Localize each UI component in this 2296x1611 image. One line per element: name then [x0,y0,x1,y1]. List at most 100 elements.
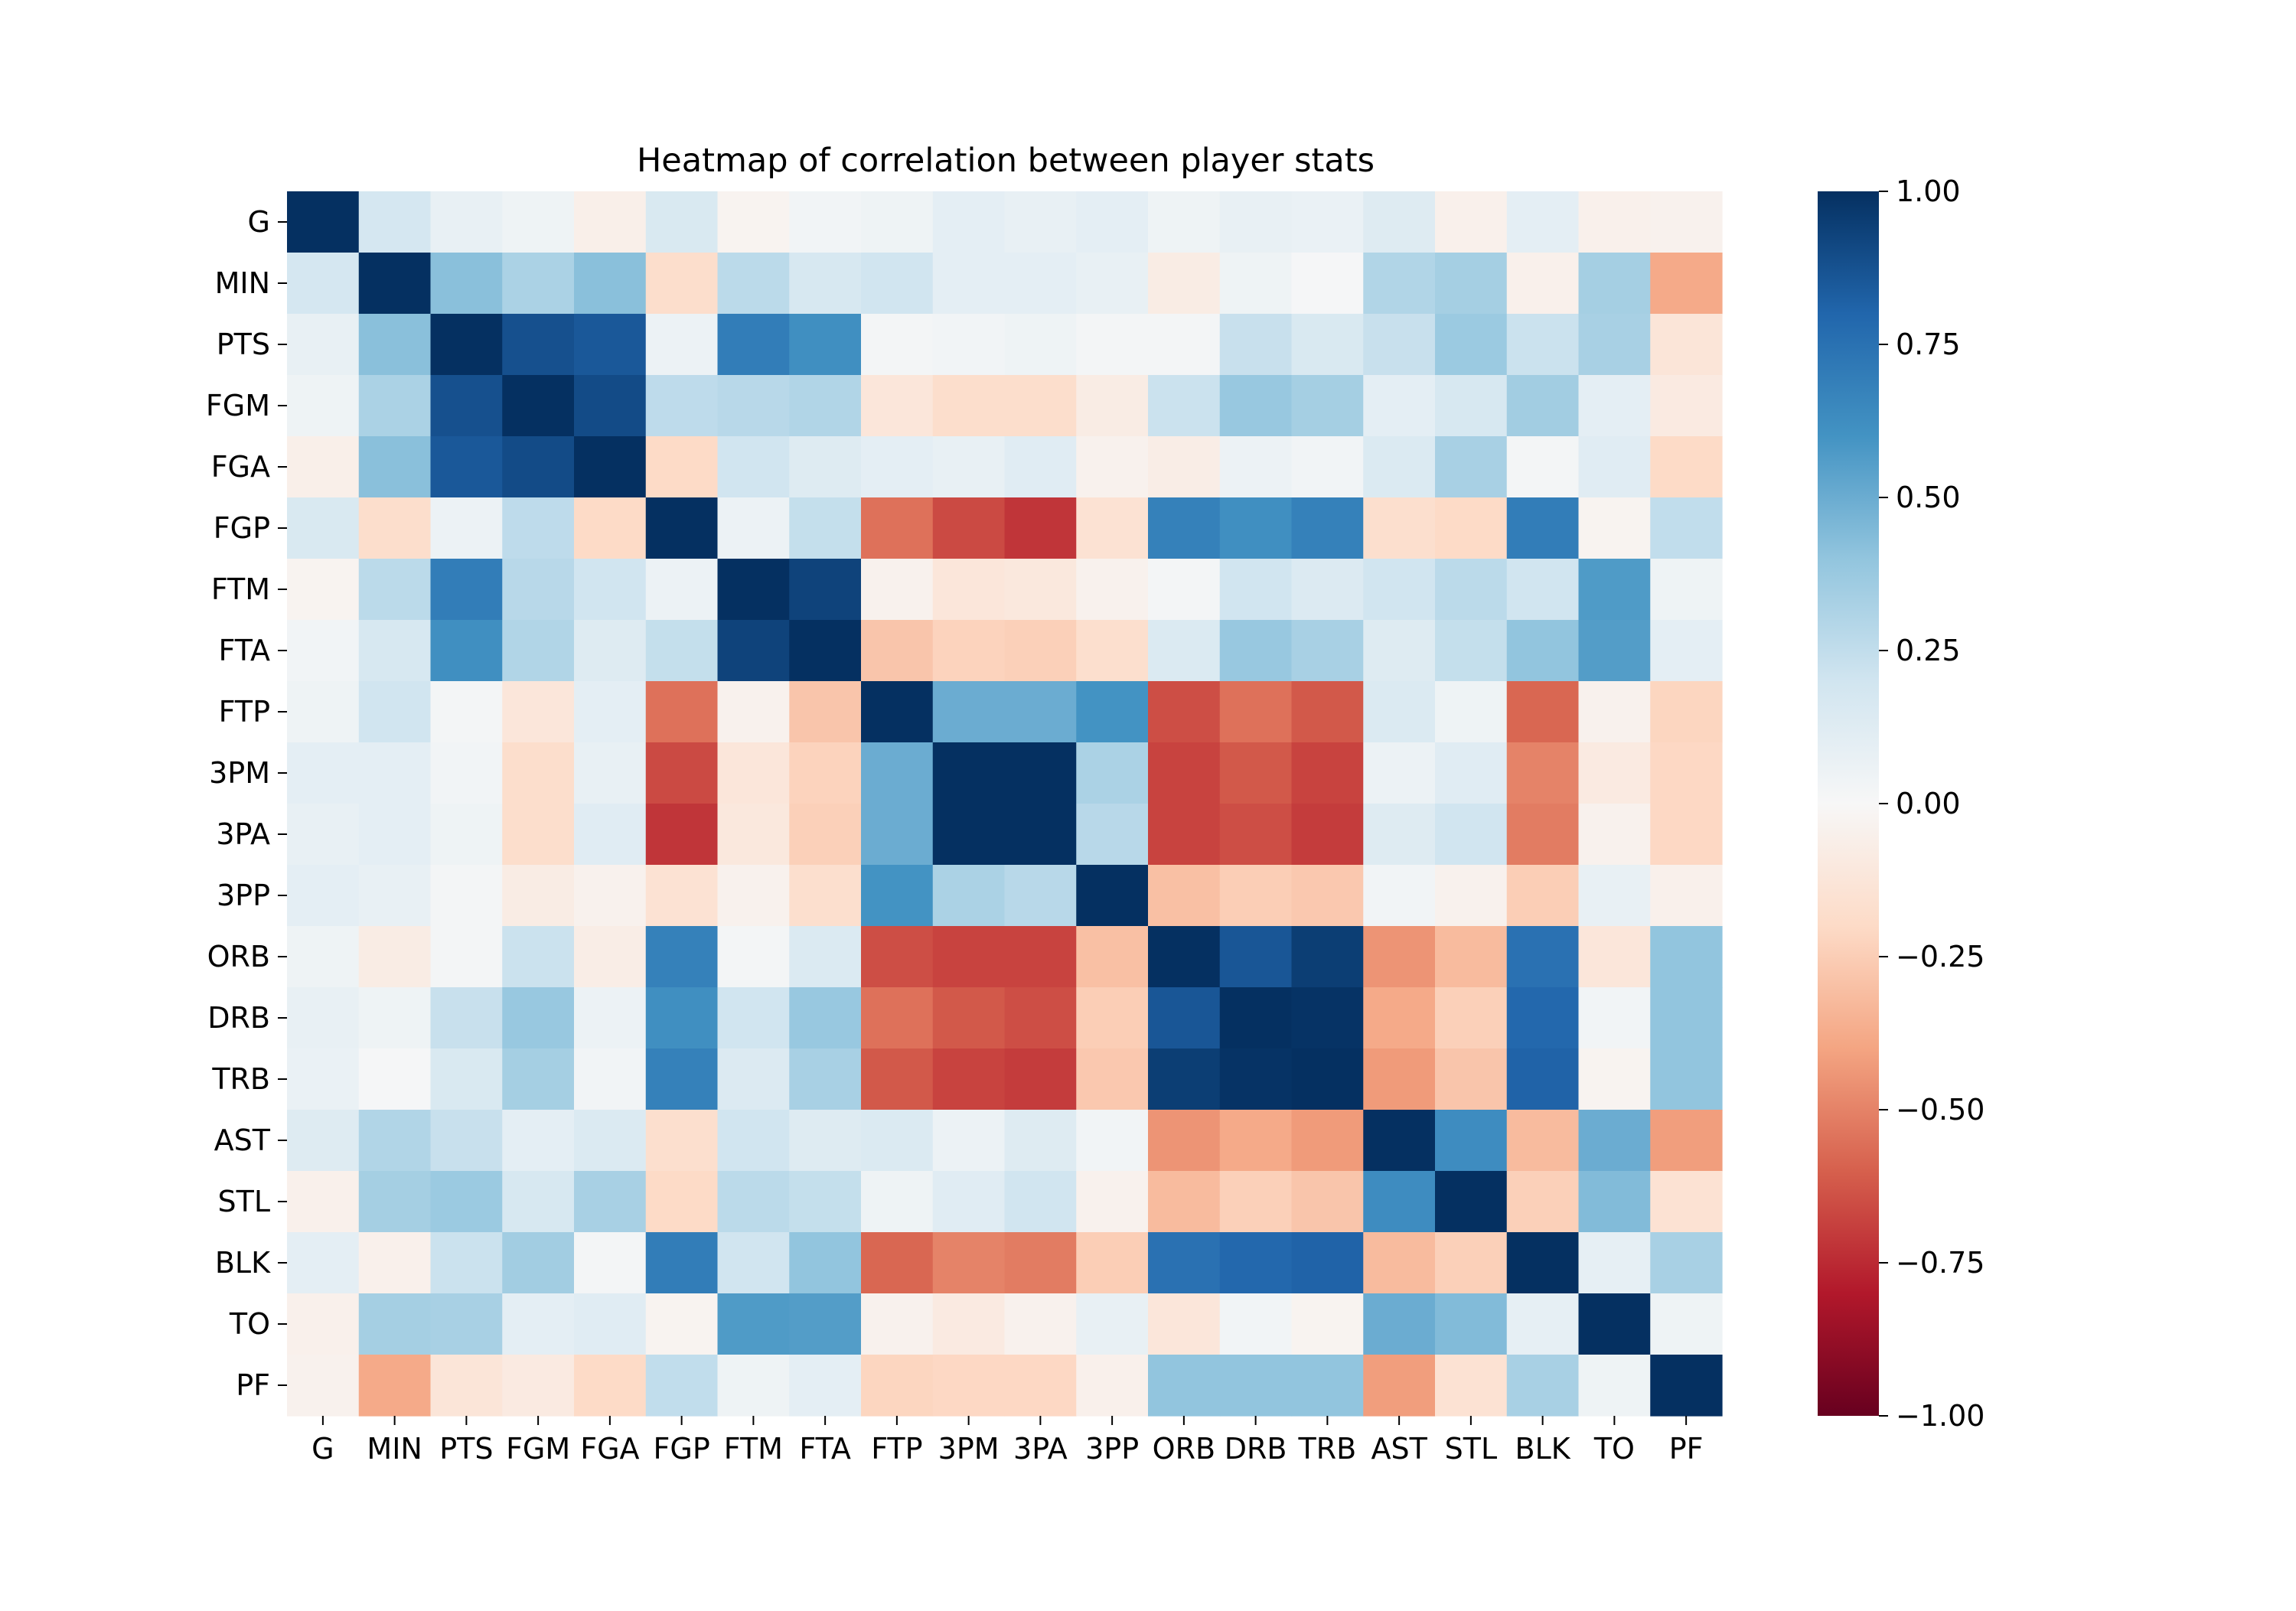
heatmap-cell-ast-stl [1435,1110,1508,1172]
heatmap-cell-fga-fgp [645,436,719,498]
heatmap-cell-fga-min [358,436,432,498]
heatmap-cell-fgp-g [287,497,360,559]
heatmap-cell-pf-fgp [645,1355,719,1417]
heatmap-cell-blk-g [287,1232,360,1294]
heatmap-cell-fgp-3pp [1076,497,1149,559]
heatmap-cell-fgm-fgm [502,375,575,437]
heatmap-cell-ftp-3pa [1004,681,1077,743]
heatmap-cell-pts-stl [1435,314,1508,376]
heatmap-cell-fgm-fga [574,375,647,437]
heatmap-cell-orb-fta [789,926,862,988]
heatmap-cell-drb-trb [1291,987,1364,1049]
heatmap-cell-trb-fta [789,1048,862,1110]
heatmap-cell-stl-orb [1148,1171,1221,1233]
heatmap-cell-trb-min [358,1048,432,1110]
heatmap-cell-pf-pts [430,1355,503,1417]
heatmap-cell-drb-ast [1363,987,1436,1049]
heatmap-cell-3pp-fgm [502,865,575,927]
heatmap-cell-3pp-ast [1363,865,1436,927]
heatmap-cell-3pm-blk [1506,742,1580,804]
heatmap-cell-fga-blk [1506,436,1580,498]
heatmap-cell-stl-3pa [1004,1171,1077,1233]
heatmap-cell-g-blk [1506,191,1580,253]
heatmap-cell-g-stl [1435,191,1508,253]
heatmap-cell-3pa-g [287,804,360,866]
heatmap-cell-pf-3pa [1004,1355,1077,1417]
heatmap-cell-pf-g [287,1355,360,1417]
heatmap-cell-fgp-trb [1291,497,1364,559]
colorbar-tick-label: 0.50 [1896,481,1961,514]
heatmap-cell-fgp-3pa [1004,497,1077,559]
heatmap-cell-3pa-trb [1291,804,1364,866]
heatmap-cell-ast-to [1578,1110,1651,1172]
heatmap-cell-3pm-g [287,742,360,804]
y-tick-label: FTP [219,695,270,729]
heatmap-cell-pts-3pp [1076,314,1149,376]
heatmap-cell-3pp-stl [1435,865,1508,927]
heatmap-cell-pf-ftp [861,1355,934,1417]
heatmap-cell-ftm-3pp [1076,559,1149,621]
y-tick-label: FTA [219,634,270,667]
heatmap-cell-orb-g [287,926,360,988]
heatmap-cell-fta-pf [1650,620,1723,682]
heatmap-cell-trb-fgm [502,1048,575,1110]
heatmap-cell-min-fga [574,253,647,315]
x-tick-label: STL [1445,1432,1498,1466]
x-tick-label: FTP [871,1432,922,1466]
heatmap-cell-pf-trb [1291,1355,1364,1417]
heatmap-cell-trb-blk [1506,1048,1580,1110]
heatmap-cell-3pp-3pp [1076,865,1149,927]
heatmap-cell-ftm-ast [1363,559,1436,621]
x-tick-label: 3PP [1085,1432,1139,1466]
heatmap-cell-fga-pts [430,436,503,498]
heatmap-cell-min-3pa [1004,253,1077,315]
heatmap-cell-ftm-trb [1291,559,1364,621]
heatmap-cell-fga-drb [1219,436,1293,498]
heatmap-cell-3pm-ftm [717,742,790,804]
heatmap-cell-pf-drb [1219,1355,1293,1417]
heatmap-cell-orb-to [1578,926,1651,988]
y-tick-label: ORB [207,940,270,973]
heatmap-cell-orb-fga [574,926,647,988]
y-tick-label: FGA [211,450,270,484]
heatmap-cell-to-pts [430,1293,503,1355]
x-tick-label: 3PM [938,1432,1000,1466]
heatmap-cell-g-g [287,191,360,253]
heatmap-cell-stl-fgm [502,1171,575,1233]
heatmap-cell-3pp-blk [1506,865,1580,927]
heatmap-cell-ftp-3pp [1076,681,1149,743]
heatmap-cell-fgp-drb [1219,497,1293,559]
x-tick-label: DRB [1225,1432,1287,1466]
x-tick-label: TRB [1298,1432,1357,1466]
heatmap-cell-blk-fta [789,1232,862,1294]
y-tick-label: G [248,205,270,239]
heatmap-cell-ast-pf [1650,1110,1723,1172]
y-tick-label: AST [214,1123,271,1157]
heatmap-cell-trb-pf [1650,1048,1723,1110]
heatmap-cell-fgm-ast [1363,375,1436,437]
heatmap-cell-pf-fga [574,1355,647,1417]
colorbar-tick-label: −1.00 [1896,1399,1985,1433]
heatmap-cell-ftm-pf [1650,559,1723,621]
heatmap-cell-to-fgm [502,1293,575,1355]
y-tick-label: 3PP [217,879,270,912]
heatmap-cell-pts-trb [1291,314,1364,376]
heatmap-cell-g-to [1578,191,1651,253]
heatmap-cell-fga-3pa [1004,436,1077,498]
heatmap-cell-to-fta [789,1293,862,1355]
heatmap-cell-fgm-pts [430,375,503,437]
heatmap-cell-fta-pts [430,620,503,682]
heatmap-cell-blk-stl [1435,1232,1508,1294]
heatmap-cell-drb-pf [1650,987,1723,1049]
heatmap-cell-min-trb [1291,253,1364,315]
heatmap-cell-to-orb [1148,1293,1221,1355]
heatmap-cell-pts-pf [1650,314,1723,376]
heatmap-cell-fgm-blk [1506,375,1580,437]
heatmap-cells [287,191,1723,1417]
heatmap-cell-3pm-pts [430,742,503,804]
heatmap-cell-trb-3pm [932,1048,1006,1110]
heatmap-cell-ftm-fga [574,559,647,621]
heatmap-cell-g-ast [1363,191,1436,253]
heatmap-cell-pts-ftp [861,314,934,376]
heatmap-cell-fta-g [287,620,360,682]
